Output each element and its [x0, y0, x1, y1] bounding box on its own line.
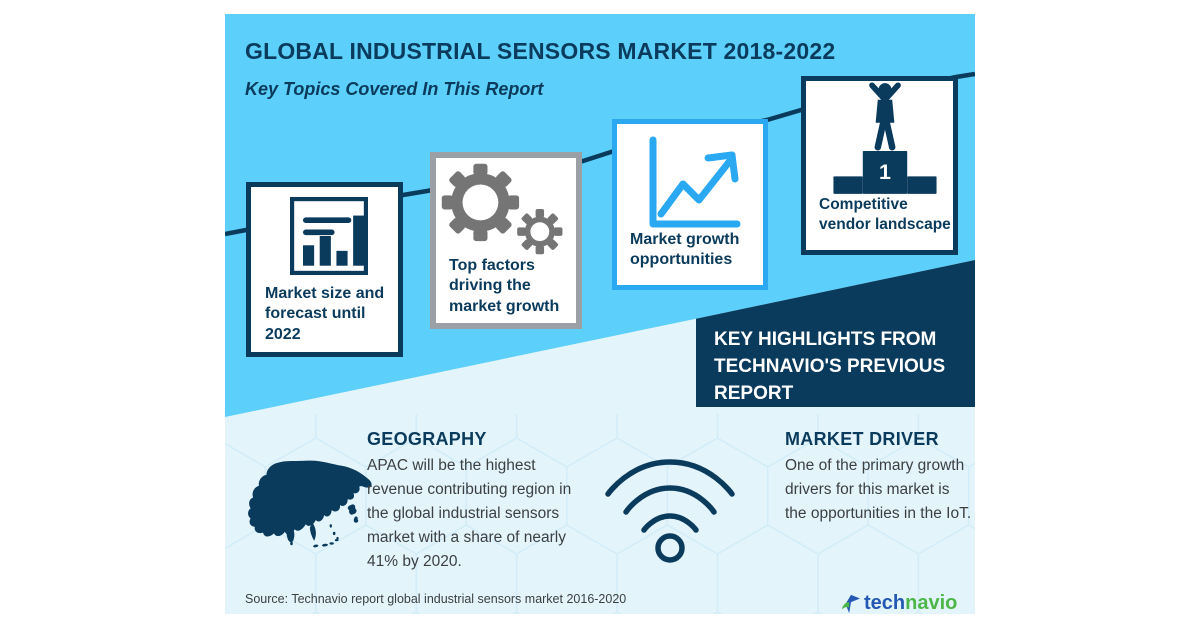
svg-text:1: 1: [879, 160, 891, 184]
